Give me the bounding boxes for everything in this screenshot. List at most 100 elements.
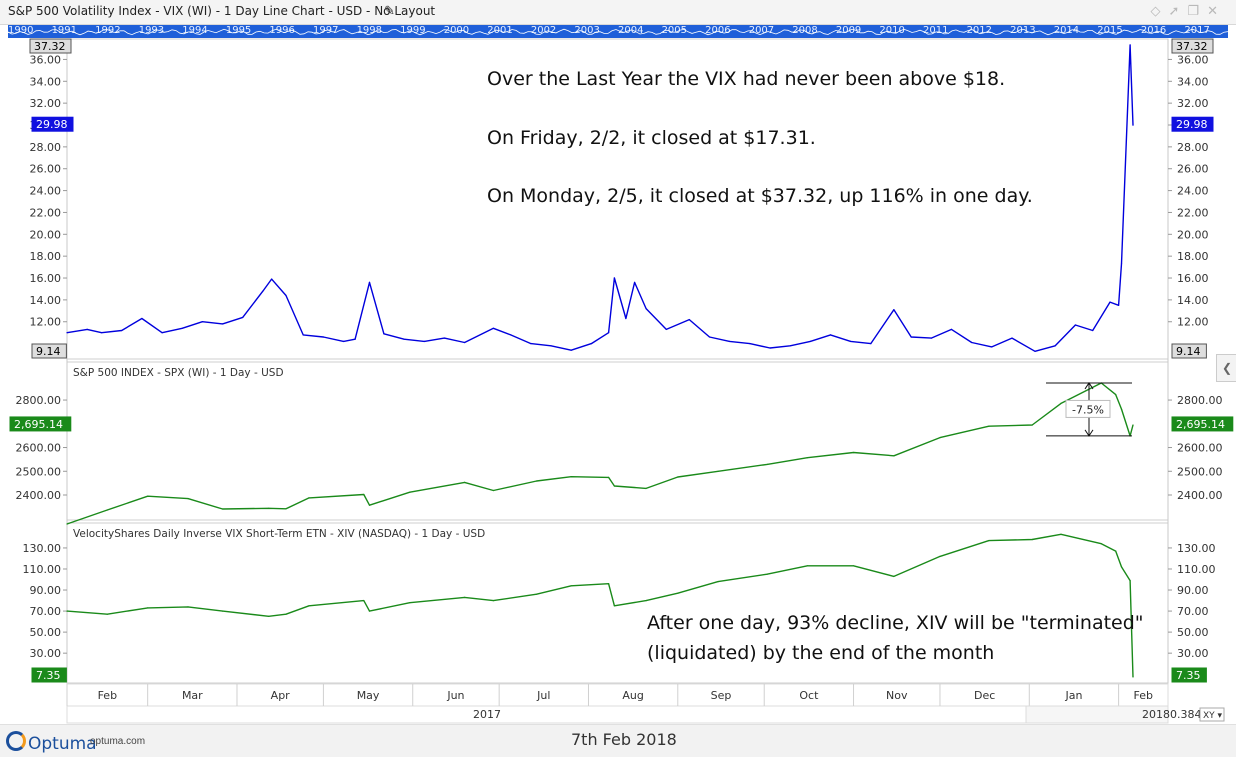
optuma-logo: Optuma xyxy=(6,731,97,754)
y-tick-label-right: 70.00 xyxy=(1177,605,1209,618)
collapse-panel-button[interactable]: ❮ xyxy=(1216,354,1236,382)
data-point xyxy=(106,613,108,615)
data-point xyxy=(285,613,287,615)
data-point xyxy=(988,425,990,427)
data-point xyxy=(613,485,616,487)
data-point xyxy=(443,337,445,339)
data-point xyxy=(187,498,189,500)
data-point xyxy=(1120,408,1123,410)
data-point xyxy=(766,573,768,575)
data-point xyxy=(852,451,855,454)
data-point xyxy=(1118,304,1120,306)
data-point xyxy=(608,332,610,334)
data-point xyxy=(464,341,466,344)
data-point xyxy=(1120,566,1123,568)
y-tick-label-left: 14.00 xyxy=(30,294,62,307)
close-icon[interactable]: ✕ xyxy=(1207,3,1226,18)
data-point xyxy=(285,294,287,297)
restore-icon[interactable]: ❐ xyxy=(1187,3,1208,18)
xy-toggle[interactable] xyxy=(1199,707,1225,722)
data-point xyxy=(570,585,572,587)
overview-year-label: 2000 xyxy=(443,25,470,36)
y-tick-label-left: 36.00 xyxy=(30,53,62,66)
data-point xyxy=(590,343,593,345)
y-tick-label-right: 50.00 xyxy=(1177,626,1209,639)
y-tick-label-left: 2400.00 xyxy=(16,489,62,502)
chart-panel-3[interactable] xyxy=(66,522,1169,684)
vix-min-badge xyxy=(31,343,67,359)
data-point xyxy=(222,610,224,612)
data-point xyxy=(383,333,385,335)
data-point xyxy=(363,493,365,496)
data-point xyxy=(870,343,872,345)
data-point xyxy=(910,336,912,338)
vix-last-badge xyxy=(31,116,74,132)
data-point xyxy=(688,319,690,321)
overview-year-label: 1995 xyxy=(225,25,252,36)
data-point xyxy=(1129,44,1131,46)
data-point xyxy=(1115,394,1117,396)
y-tick-label-right: 110.00 xyxy=(1177,563,1216,576)
y-tick-label-left: 70.00 xyxy=(30,605,62,618)
data-point xyxy=(893,455,895,457)
vix-last-badge-text: 29.98 xyxy=(36,118,68,131)
y-tick-label-left: 26.00 xyxy=(30,163,62,176)
data-point xyxy=(285,508,287,510)
data-point xyxy=(147,495,149,497)
data-point xyxy=(368,504,371,506)
y-tick-label-right: 32.00 xyxy=(1177,97,1209,110)
data-point xyxy=(222,508,224,510)
chart-panel-1[interactable] xyxy=(66,38,1169,360)
measure-arrow-up xyxy=(1084,382,1094,390)
data-point xyxy=(66,332,68,334)
overview-year-label: 1994 xyxy=(182,25,208,36)
pencil-icon[interactable]: ✎ xyxy=(384,3,395,18)
data-point xyxy=(717,581,719,583)
overview-timeline[interactable]: 1990 1991 1992 1993 1994 1995 1996 1997 1998 1999… xyxy=(8,25,1228,38)
x-month-label: Apr xyxy=(271,689,291,702)
vix-min-badge-right-text: 9.14 xyxy=(1176,345,1201,358)
data-point xyxy=(121,329,123,332)
footer-date: 7th Feb 2018 xyxy=(571,730,677,749)
data-point xyxy=(1120,263,1123,265)
data-point xyxy=(308,497,310,499)
y-tick-label-right: 2800.00 xyxy=(1177,394,1223,407)
overview-year-label: 2010 xyxy=(879,25,905,36)
y-tick-label-left: 130.00 xyxy=(23,542,62,555)
overview-year-label: 2012 xyxy=(966,25,993,36)
pin-icon[interactable]: ➚ xyxy=(1168,3,1188,18)
data-point xyxy=(749,343,751,345)
y-tick-label-left: 20.00 xyxy=(30,228,62,241)
data-point xyxy=(66,610,68,612)
data-point xyxy=(729,340,731,342)
data-point xyxy=(354,338,356,340)
vix-max-badge-text: 37.32 xyxy=(34,40,66,53)
data-point xyxy=(645,308,647,310)
data-point xyxy=(536,593,538,595)
x-month-label: Jul xyxy=(536,689,550,702)
panel-title: S&P 500 INDEX - SPX (WI) - 1 Day - USD xyxy=(73,367,284,379)
vix-last-badge-right xyxy=(1171,116,1214,132)
data-point xyxy=(161,332,163,334)
overview-year-label: 2002 xyxy=(530,25,557,36)
site-link[interactable]: optuma.com xyxy=(90,736,146,747)
measure-label-box xyxy=(1065,399,1111,418)
data-point xyxy=(806,565,809,567)
data-point xyxy=(939,437,941,439)
data-point xyxy=(1092,329,1094,332)
xiv-last-badge xyxy=(31,667,67,683)
data-point xyxy=(806,457,809,459)
diamond-icon[interactable]: ◇ xyxy=(1150,3,1169,18)
xiv-last-badge-right-text: 7.35 xyxy=(1176,669,1201,682)
x-month-label: Aug xyxy=(622,689,643,702)
data-point xyxy=(423,340,425,342)
chart-panel-2[interactable] xyxy=(66,361,1169,521)
data-point xyxy=(971,341,973,344)
overview-year-label: 1990 xyxy=(8,25,34,36)
data-point xyxy=(1132,424,1134,426)
x-year-label: 2017 xyxy=(473,708,501,721)
data-point xyxy=(550,345,552,347)
y-tick-label-left: 34.00 xyxy=(30,75,62,88)
data-point xyxy=(1060,533,1062,535)
